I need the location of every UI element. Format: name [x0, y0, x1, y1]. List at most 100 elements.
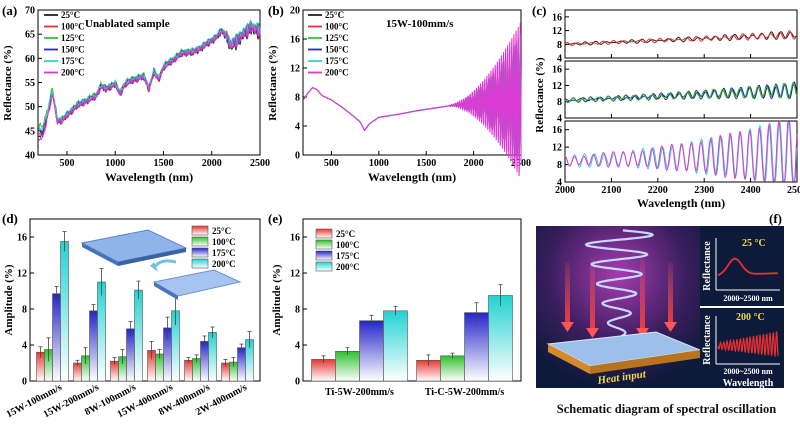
panel-e-bar-1-2	[464, 312, 489, 382]
panel-d-ytick-label-3: 12	[17, 269, 27, 280]
panel-c-2-ytick-label-3: 16	[552, 125, 562, 136]
panel-e-legend-label-0: 25°C	[336, 229, 355, 239]
panel-c-1-ytick-label-1: 8	[557, 97, 562, 108]
panel-a-ytick-label-2: 50	[25, 102, 35, 113]
panel-e-legend-label-3: 200°C	[336, 262, 360, 272]
inset-25c-range: 2000~2500 nm	[723, 294, 773, 303]
panel-c-label: (c)	[532, 3, 546, 18]
panel-d-ylabel: Amplitude (%)	[3, 264, 15, 336]
panel-c-1-line-2	[564, 81, 798, 104]
panel-c-2-xtick-label-0: 2000	[555, 185, 575, 196]
panel-f-label: (f)	[769, 211, 782, 226]
panel-a-label: (a)	[2, 3, 17, 18]
panel-c-2-ytick-label-0: 4	[557, 178, 562, 189]
transition-arrowhead-icon	[150, 262, 158, 272]
panel-d-ytick-label-2: 8	[22, 305, 27, 316]
panel-e-legend-swatch-3	[315, 261, 333, 272]
panel-d-legend-swatch-3	[191, 258, 209, 269]
heat-arrowhead-1	[561, 322, 574, 332]
panel-a-ytick-label-4: 60	[25, 54, 35, 65]
heat-beam-4	[668, 262, 673, 324]
panel-d-legend-label-2: 175°C	[212, 248, 236, 258]
panel-d-bar-0-3	[60, 241, 69, 382]
panel-c-2-xtick-label-5: 2500	[787, 185, 800, 196]
panel-d-ytick-label-0: 0	[22, 377, 27, 388]
panel-e-bar-0-3	[383, 310, 408, 382]
reflection-spiral-icon	[584, 229, 654, 339]
panel-a-legend-label-0: 25°C	[61, 10, 80, 20]
panel-d-bars	[36, 231, 254, 382]
panel-b-ytick-label-5: 20	[290, 6, 300, 17]
panel-c-1-ytick-label-0: 4	[557, 114, 562, 125]
panel-a-series	[38, 19, 261, 142]
panel-b-legend-label-4: 175°C	[325, 56, 349, 66]
panel-a-ytick-label-1: 45	[25, 126, 35, 137]
surface-plate-after-edge	[154, 282, 178, 300]
panel-d-legend-label-0: 25°C	[212, 226, 231, 236]
panel-a-axes: 40 45 50 55 60 65 70 500 1000 1500 2000 2500	[25, 6, 270, 170]
heat-beam-2	[590, 258, 595, 330]
panel-c-2-ytick-label-1: 8	[557, 160, 562, 171]
panel-e-category-label-0: Ti-5W-200mm/s	[325, 387, 394, 398]
panel-b-xtick-label-4: 2500	[511, 158, 531, 169]
sample-surface-front-edge	[548, 344, 590, 374]
heat-beams	[561, 258, 677, 338]
panel-d-bar-2-3	[134, 289, 143, 382]
panel-e-bar-1-3	[488, 295, 513, 382]
panel-b-ytick-label-0: 0	[295, 151, 300, 162]
panel-c-0-line-1	[564, 30, 798, 47]
panel-c-2-line-0	[564, 120, 798, 183]
inset-200c-range: 2000~2500 nm	[723, 367, 773, 376]
panel-a-xtick-label-1: 1000	[105, 158, 125, 169]
panel-e-ytick-label-0: 0	[295, 377, 300, 388]
panel-c-0-ytick-label-0: 4	[557, 54, 562, 65]
panel-b-ytick-label-1: 4	[295, 122, 300, 133]
panel-b-series-line-5	[303, 23, 522, 177]
schematic-caption: Schematic diagram of spectral oscillatio…	[556, 402, 777, 416]
panel-e-legend-swatch-1	[315, 239, 333, 250]
panel-c-2-line-1	[564, 120, 798, 183]
panel-a-legend-label-5: 200°C	[61, 68, 85, 78]
panel-e-ytick-label-2: 8	[295, 305, 300, 316]
panel-b-ytick-label-2: 8	[295, 93, 300, 104]
panel-e-ytick-label-3: 12	[290, 269, 300, 280]
panel-e-axes: 0 4 8 12 16 Ti-5W-200mm/s Ti-C-5W-200mm/s	[290, 233, 504, 399]
panel-c-2-xtick-label-3: 2300	[694, 185, 714, 196]
panel-d: (d) 048121615W-100mm/s15W-200mm/s8W-100m…	[2, 211, 261, 420]
surface-inset-illustration	[80, 229, 242, 300]
panel-d-legend-label-3: 200°C	[212, 259, 236, 269]
panel-e-label: (e)	[268, 211, 282, 226]
transition-arrow-icon	[152, 259, 177, 269]
inset-200c-xlabel: Wavelength	[723, 378, 774, 389]
inset-25c-curve	[717, 257, 778, 277]
panel-c-2-xtick-label-2: 2200	[648, 185, 668, 196]
panel-b-xtick-label-3: 2000	[464, 158, 484, 169]
panel-a-legend-label-3: 150°C	[61, 45, 85, 55]
panel-c-0-ytick-label-1: 8	[557, 40, 562, 51]
panel-a-ytick-label-5: 65	[25, 30, 35, 41]
panel-d-ytick-label-4: 16	[17, 233, 27, 244]
panel-c-2-xtick-label-1: 2100	[601, 185, 621, 196]
panel-a-xtick-label-4: 2500	[250, 158, 270, 169]
heat-arrowhead-4	[664, 322, 677, 332]
inset-25c-temp: 25 °C	[742, 238, 766, 249]
panel-a-legend-label-1: 100°C	[61, 22, 85, 32]
panel-c-ylabel: Reflectance (%)	[534, 57, 546, 133]
panel-d-legend-swatch-2	[191, 247, 209, 258]
panel-c-frame-middle	[564, 60, 798, 119]
panel-b-xlabel: Wavelength (nm)	[368, 170, 456, 184]
panel-c-1-ytick-label-2: 12	[552, 81, 562, 92]
inset-25c-ylabel: Reflectance	[702, 241, 713, 291]
panel-e-legend-swatch-2	[315, 250, 333, 261]
panel-e-bar-0-2	[359, 320, 384, 382]
panel-f: (f) Heat input 25 °C 2000~2500 nm Reflec…	[536, 211, 784, 389]
panel-b: (b) 0 4 8 12 16 20 500 1000 1500 2000 2500 15W-100…	[267, 3, 531, 184]
panel-e-ytick-label-1: 4	[295, 341, 300, 352]
panel-c-1-ytick-label-3: 16	[552, 65, 562, 76]
panel-a-ytick-label-3: 55	[25, 78, 35, 89]
